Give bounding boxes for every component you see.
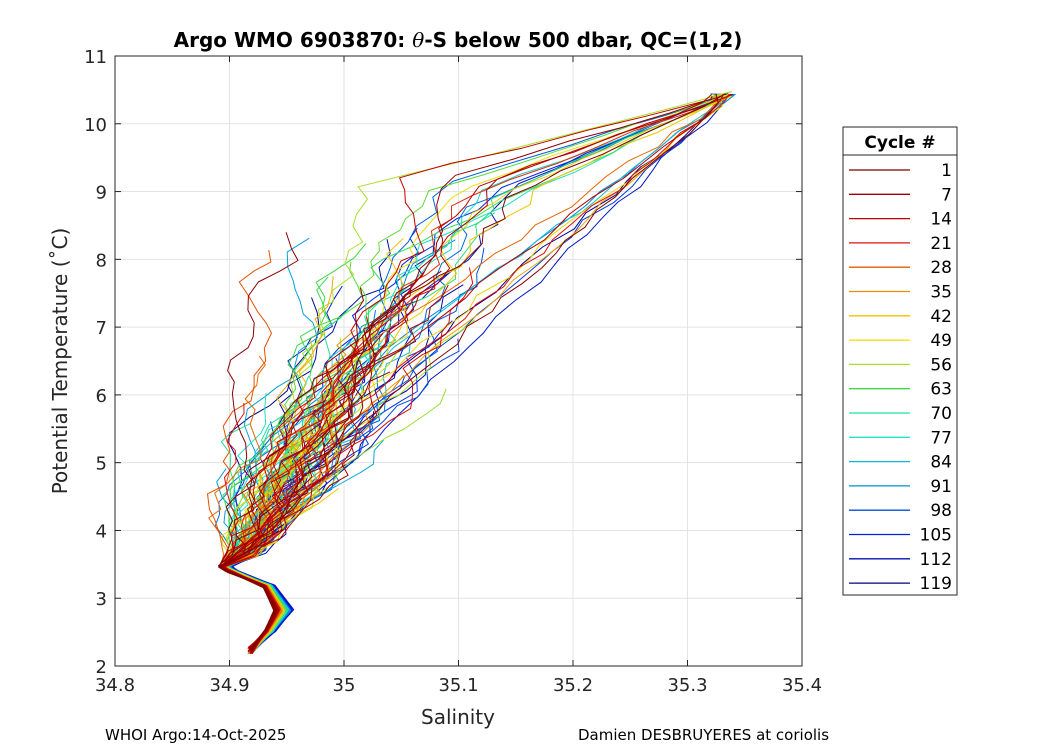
chart-title-suffix: -S below 500 dbar, QC=(1,2) [424, 28, 742, 52]
profile-line [229, 93, 730, 654]
legend-label: 42 [930, 307, 952, 327]
y-axis-ticks: 2 3 4 5 6 7 8 9 10 11 [84, 47, 802, 678]
legend-label: 21 [930, 234, 952, 254]
profile-line [222, 94, 713, 652]
x-tick-label: 35.3 [667, 675, 707, 696]
profile-line [228, 268, 455, 649]
legend-label: 84 [930, 453, 952, 473]
y-axis-label: Potential Temperature (˚C) [48, 228, 72, 495]
y-tick-label: 2 [96, 657, 107, 678]
x-tick-label: 35.4 [782, 675, 822, 696]
profile-line [229, 95, 715, 654]
legend-label: 98 [930, 501, 952, 521]
y-tick-label: 6 [96, 386, 107, 407]
legend-label: 105 [920, 526, 952, 546]
footer-right-credit: Damien DESBRUYERES at coriolis [578, 726, 830, 744]
x-tick-label: 35 [333, 675, 356, 696]
profile-line [224, 93, 730, 650]
profile-line [229, 93, 734, 652]
x-axis-label: Salinity [421, 705, 495, 729]
profile-line [229, 227, 419, 654]
legend-box [842, 126, 958, 596]
y-tick-label: 4 [96, 521, 107, 542]
profile-line [224, 93, 736, 650]
chart-title: Argo WMO 6903870: θ-S below 500 dbar, QC… [174, 28, 743, 52]
legend-label: 14 [930, 210, 952, 230]
profile-line [218, 93, 727, 651]
x-tick-label: 35.2 [553, 675, 593, 696]
chart-title-theta: θ [412, 28, 424, 52]
legend-entries: 1 7 14 21 28 35 42 49 56 63 70 77 84 91 98 105 112 119 [849, 161, 952, 594]
legend-label: 119 [920, 574, 952, 594]
profile-line [225, 91, 733, 651]
grid [115, 56, 802, 666]
profile-lines [207, 91, 736, 655]
chart-title-prefix: Argo WMO 6903870: [174, 28, 413, 52]
x-tick-label: 34.9 [209, 675, 249, 696]
y-tick-label: 8 [96, 250, 107, 271]
legend-label: 1 [941, 161, 952, 181]
legend-label: 77 [930, 428, 952, 448]
legend-label: 7 [941, 185, 952, 205]
legend-label: 63 [930, 380, 952, 400]
x-axis-ticks: 34.8 34.9 35 35.1 35.2 35.3 35.4 [95, 56, 822, 696]
profile-line [218, 93, 719, 652]
legend-label: 49 [930, 331, 952, 351]
y-tick-label: 3 [96, 589, 107, 610]
y-tick-label: 11 [84, 47, 107, 68]
legend-label: 70 [930, 404, 952, 424]
profile-line [222, 93, 721, 649]
x-tick-label: 35.1 [438, 675, 478, 696]
profile-line [219, 271, 425, 653]
y-tick-label: 10 [84, 115, 107, 136]
profile-line [228, 94, 730, 654]
x-tick-label: 34.8 [95, 675, 135, 696]
legend-title: Cycle # [864, 133, 935, 153]
footer-left-credit: WHOI Argo:14-Oct-2025 [105, 726, 287, 744]
y-tick-label: 9 [96, 183, 107, 204]
y-tick-label: 5 [96, 454, 107, 475]
legend-label: 112 [920, 550, 952, 570]
profile-line [218, 270, 442, 651]
profile-line [227, 93, 727, 654]
legend-label: 35 [930, 283, 952, 303]
y-tick-label: 7 [96, 318, 107, 339]
legend-label: 91 [930, 477, 952, 497]
profile-line [227, 93, 732, 653]
profile-line [221, 95, 713, 650]
legend-label: 56 [930, 355, 952, 375]
profile-line [219, 93, 726, 655]
legend: Cycle # 17142128354249566370778491981051… [842, 126, 958, 596]
legend-label: 28 [930, 258, 952, 278]
